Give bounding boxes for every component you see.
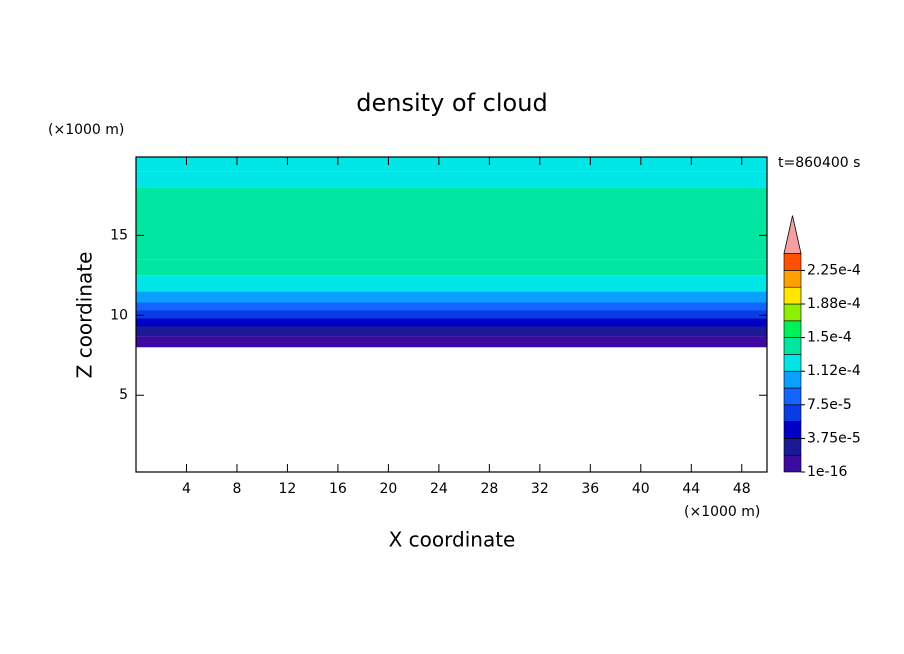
colorbar-label: 1.12e-4 — [807, 363, 861, 379]
x-unit: (×1000 m) — [684, 504, 760, 520]
colorbar-box — [783, 454, 802, 473]
density-band — [136, 259, 767, 276]
x-tick-label: 4 — [182, 481, 191, 497]
colorbar-overflow — [783, 215, 802, 254]
x-tick-label: 20 — [379, 481, 397, 497]
density-band — [136, 326, 767, 337]
x-tick-label: 16 — [329, 481, 347, 497]
colorbar-box — [783, 421, 802, 439]
colorbar-box — [783, 337, 802, 355]
x-tick-label: 12 — [279, 481, 297, 497]
colorbar-label: 1.5e-4 — [807, 330, 852, 346]
density-band — [136, 291, 767, 303]
x-tick-label: 48 — [733, 481, 751, 497]
x-tick-label: 32 — [531, 481, 549, 497]
colorbar-label: 2.25e-4 — [807, 262, 861, 278]
x-tick-label: 36 — [581, 481, 599, 497]
y-tick-label: 5 — [119, 387, 128, 403]
colorbar-box — [783, 253, 802, 271]
time-label: t=860400 s — [778, 155, 860, 171]
density-band — [136, 310, 767, 319]
colorbar-box — [783, 303, 802, 322]
colorbar-box — [783, 438, 802, 456]
chart-title: density of cloud — [356, 89, 547, 117]
density-band — [136, 275, 767, 292]
colorbar-box — [783, 370, 802, 389]
colorbar-label: 7.5e-5 — [807, 397, 852, 413]
density-band — [136, 318, 767, 327]
density-band — [136, 187, 767, 260]
y-axis-title: Z coordinate — [73, 252, 97, 379]
x-tick-label: 24 — [430, 481, 448, 497]
x-tick-label: 44 — [682, 481, 700, 497]
colorbar-box — [783, 320, 802, 338]
colorbar-label: 1e-16 — [807, 464, 847, 480]
x-tick-label: 40 — [632, 481, 650, 497]
colorbar-box — [783, 404, 802, 422]
x-tick-label: 28 — [480, 481, 498, 497]
y-unit: (×1000 m) — [48, 122, 124, 138]
x-axis-title: X coordinate — [389, 528, 516, 552]
y-tick-label: 10 — [110, 307, 128, 323]
density-band — [136, 336, 767, 348]
colorbar-box — [783, 387, 802, 406]
plot-frame — [135, 156, 768, 473]
density-band — [136, 157, 767, 172]
colorbar-box — [783, 286, 802, 305]
colorbar-label: 3.75e-5 — [807, 430, 861, 446]
colorbar-label: 1.88e-4 — [807, 296, 861, 312]
colorbar-box — [783, 354, 802, 372]
x-tick-label: 8 — [232, 481, 241, 497]
y-tick-label: 15 — [110, 227, 128, 243]
density-band — [136, 302, 767, 311]
density-band — [136, 171, 767, 188]
colorbar-box — [783, 270, 802, 288]
